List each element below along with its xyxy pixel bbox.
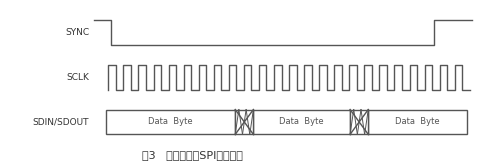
Bar <box>253 110 350 134</box>
Bar <box>350 110 368 134</box>
Bar <box>368 110 468 134</box>
Text: Data  Byte: Data Byte <box>279 117 324 127</box>
Bar <box>235 110 253 134</box>
Text: SYNC: SYNC <box>65 28 89 37</box>
Text: SDIN/SDOUT: SDIN/SDOUT <box>33 117 89 127</box>
Text: Data  Byte: Data Byte <box>148 117 193 127</box>
Text: SCLK: SCLK <box>66 73 89 82</box>
Text: Data  Byte: Data Byte <box>396 117 440 127</box>
Bar <box>106 110 235 134</box>
Text: 图3   主模式下的SPI通信时序: 图3 主模式下的SPI通信时序 <box>142 150 242 160</box>
